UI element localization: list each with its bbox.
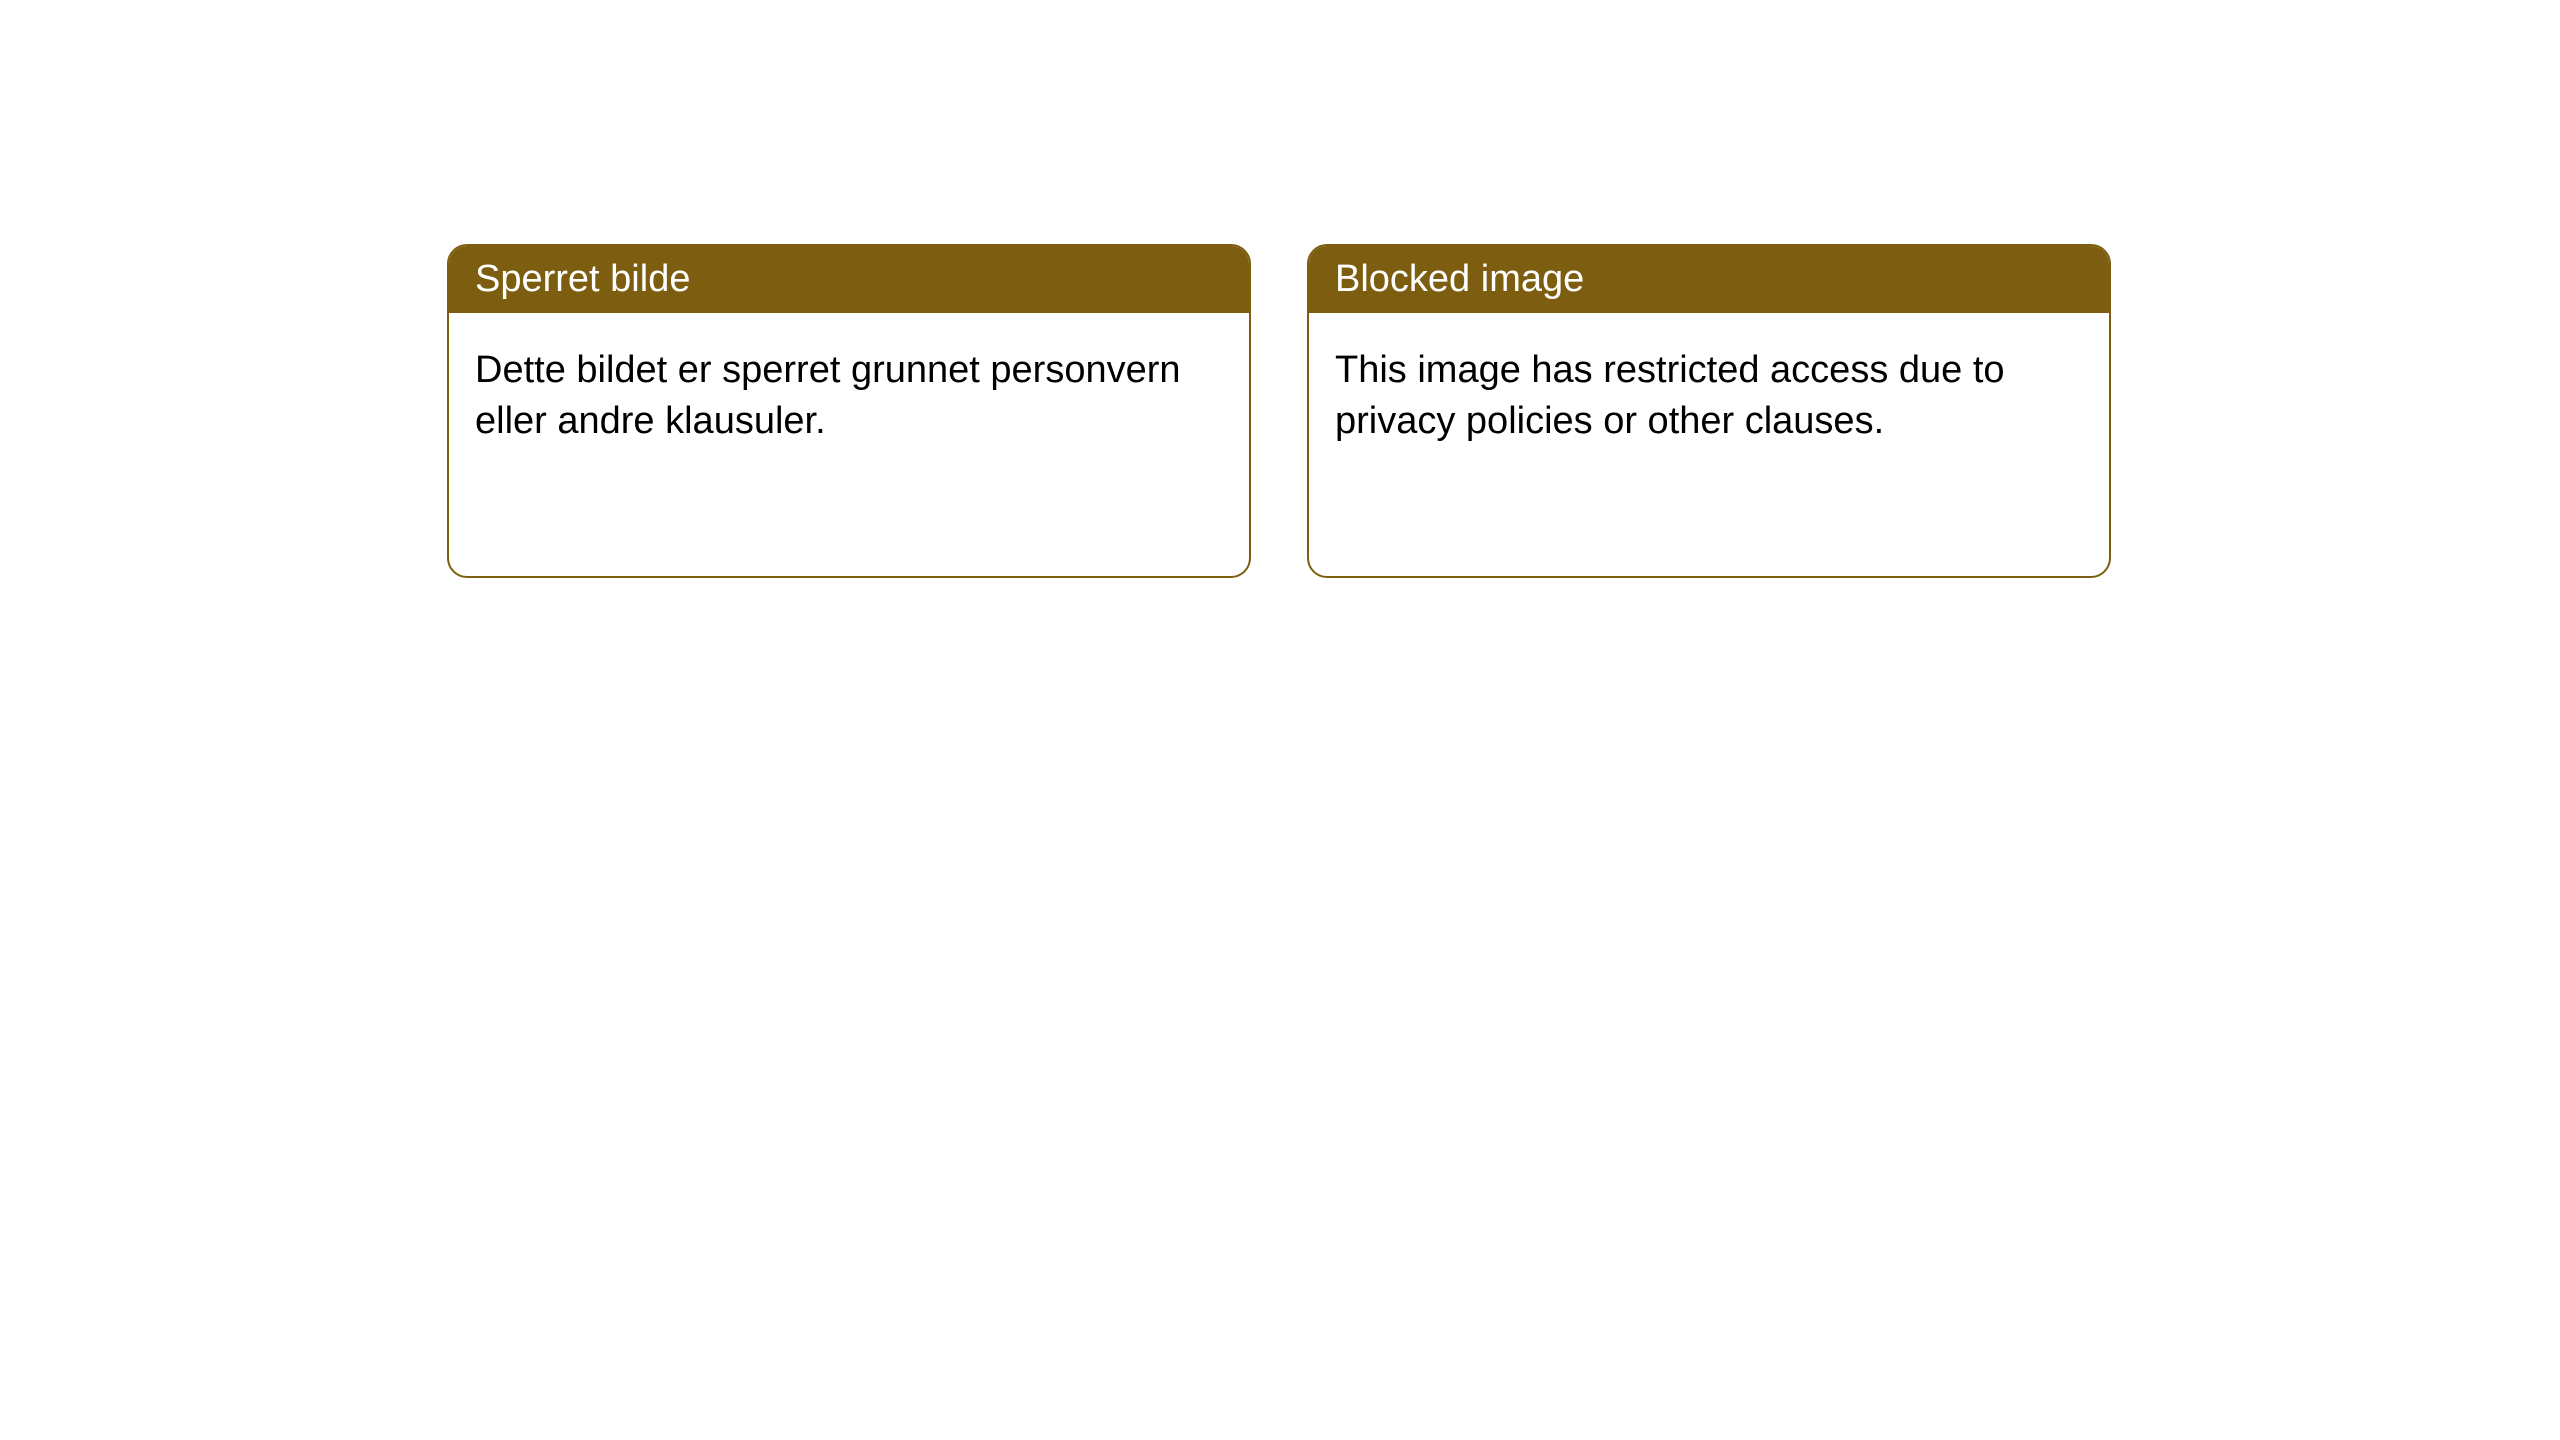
card-body-text: Dette bildet er sperret grunnet personve… bbox=[475, 349, 1181, 442]
blocked-image-card-english: Blocked image This image has restricted … bbox=[1307, 244, 2111, 578]
card-title: Blocked image bbox=[1335, 258, 1584, 300]
card-body-text: This image has restricted access due to … bbox=[1335, 349, 2005, 442]
card-header: Sperret bilde bbox=[449, 246, 1249, 313]
card-body: Dette bildet er sperret grunnet personve… bbox=[449, 313, 1249, 480]
blocked-image-card-norwegian: Sperret bilde Dette bildet er sperret gr… bbox=[447, 244, 1251, 578]
notice-container: Sperret bilde Dette bildet er sperret gr… bbox=[447, 244, 2111, 578]
card-body: This image has restricted access due to … bbox=[1309, 313, 2109, 480]
card-header: Blocked image bbox=[1309, 246, 2109, 313]
card-title: Sperret bilde bbox=[475, 258, 690, 300]
